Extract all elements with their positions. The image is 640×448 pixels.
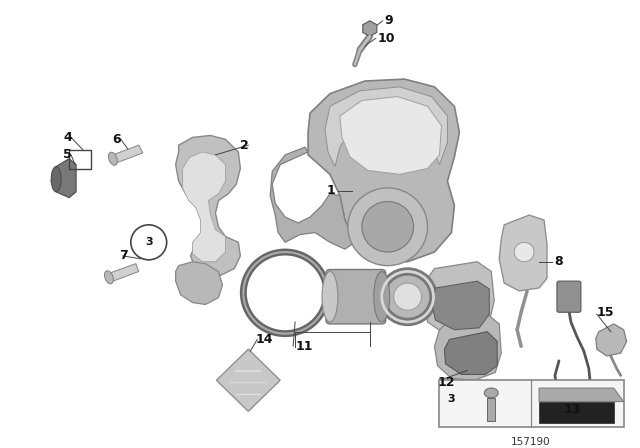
Polygon shape xyxy=(325,87,447,167)
Polygon shape xyxy=(340,97,442,174)
Ellipse shape xyxy=(484,388,498,398)
Ellipse shape xyxy=(51,167,61,192)
Ellipse shape xyxy=(104,271,113,284)
Ellipse shape xyxy=(108,152,117,165)
Polygon shape xyxy=(182,152,225,262)
Bar xyxy=(487,398,495,421)
Polygon shape xyxy=(435,314,501,380)
Circle shape xyxy=(514,242,534,262)
Polygon shape xyxy=(596,324,627,356)
Polygon shape xyxy=(363,21,377,36)
Text: 14: 14 xyxy=(255,333,273,346)
Polygon shape xyxy=(539,388,623,402)
Text: 3: 3 xyxy=(145,237,152,247)
Text: 10: 10 xyxy=(378,32,396,45)
Bar xyxy=(440,380,623,427)
Text: 15: 15 xyxy=(596,306,614,319)
Polygon shape xyxy=(499,215,547,291)
Polygon shape xyxy=(444,332,497,375)
Text: 12: 12 xyxy=(438,376,455,389)
Circle shape xyxy=(381,271,433,322)
Text: 157190: 157190 xyxy=(511,437,551,447)
Polygon shape xyxy=(270,147,355,249)
Ellipse shape xyxy=(374,271,390,322)
Polygon shape xyxy=(113,145,143,163)
Text: 9: 9 xyxy=(385,14,394,27)
Polygon shape xyxy=(175,262,223,305)
Polygon shape xyxy=(109,264,139,281)
Polygon shape xyxy=(175,135,241,276)
Bar xyxy=(539,402,614,423)
FancyBboxPatch shape xyxy=(326,270,386,324)
Circle shape xyxy=(394,283,422,310)
Text: 4: 4 xyxy=(63,131,72,144)
Text: 6: 6 xyxy=(112,133,121,146)
Text: 13: 13 xyxy=(564,403,581,416)
Text: 1: 1 xyxy=(326,184,335,197)
Ellipse shape xyxy=(322,271,338,322)
FancyBboxPatch shape xyxy=(557,281,581,312)
Text: 2: 2 xyxy=(239,139,248,152)
Polygon shape xyxy=(51,159,76,198)
Polygon shape xyxy=(308,79,460,262)
Circle shape xyxy=(348,188,428,266)
Polygon shape xyxy=(431,281,489,330)
Polygon shape xyxy=(424,262,494,334)
Circle shape xyxy=(362,202,413,252)
Text: 3: 3 xyxy=(447,394,455,404)
Text: 7: 7 xyxy=(119,250,127,263)
Text: 5: 5 xyxy=(63,148,72,161)
Text: 8: 8 xyxy=(554,255,563,268)
Text: 11: 11 xyxy=(295,340,312,353)
Bar xyxy=(69,150,91,169)
Polygon shape xyxy=(216,349,280,411)
